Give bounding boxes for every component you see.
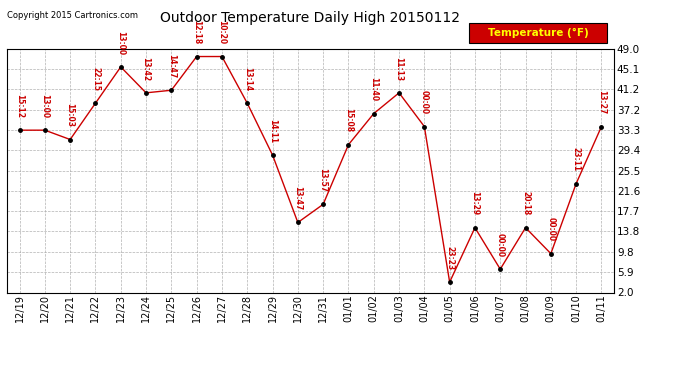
Text: 13:47: 13:47 bbox=[293, 186, 302, 210]
Text: 15:12: 15:12 bbox=[15, 94, 24, 118]
Text: Copyright 2015 Cartronics.com: Copyright 2015 Cartronics.com bbox=[7, 11, 138, 20]
Text: 13:42: 13:42 bbox=[141, 57, 150, 81]
Text: 12:18: 12:18 bbox=[192, 20, 201, 44]
Text: 10:20: 10:20 bbox=[217, 20, 226, 44]
Text: 13:00: 13:00 bbox=[40, 94, 50, 118]
Text: Outdoor Temperature Daily High 20150112: Outdoor Temperature Daily High 20150112 bbox=[161, 11, 460, 25]
Text: 00:00: 00:00 bbox=[495, 233, 505, 257]
Text: 13:57: 13:57 bbox=[319, 168, 328, 192]
Text: 23:23: 23:23 bbox=[445, 246, 454, 270]
Text: 13:00: 13:00 bbox=[116, 31, 126, 55]
Text: 00:00: 00:00 bbox=[420, 90, 429, 114]
Text: 00:00: 00:00 bbox=[546, 217, 555, 242]
Text: 22:15: 22:15 bbox=[91, 67, 100, 91]
Text: 14:11: 14:11 bbox=[268, 119, 277, 143]
Text: 15:08: 15:08 bbox=[344, 108, 353, 132]
Text: 13:29: 13:29 bbox=[471, 191, 480, 216]
Text: 20:18: 20:18 bbox=[521, 191, 530, 216]
Text: 11:40: 11:40 bbox=[369, 77, 378, 101]
Text: 14:47: 14:47 bbox=[167, 54, 176, 78]
Text: 13:14: 13:14 bbox=[243, 67, 252, 91]
Text: 15:03: 15:03 bbox=[66, 104, 75, 128]
Text: 11:13: 11:13 bbox=[395, 57, 404, 81]
Text: Temperature (°F): Temperature (°F) bbox=[488, 28, 589, 38]
Text: 13:27: 13:27 bbox=[597, 90, 606, 114]
Text: 23:11: 23:11 bbox=[571, 147, 581, 171]
